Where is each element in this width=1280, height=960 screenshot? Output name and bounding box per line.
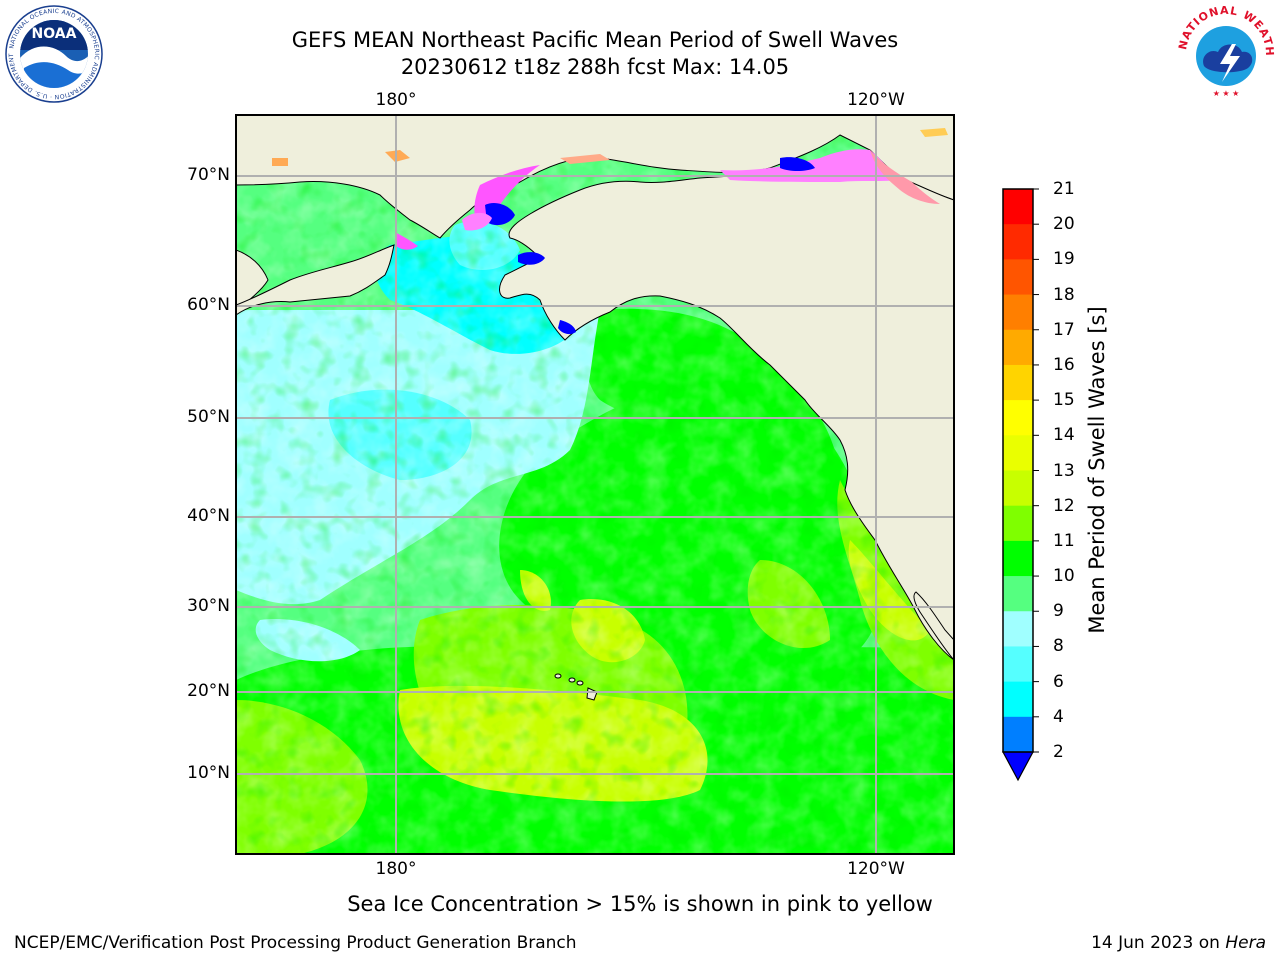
- colorbar-tick-label: 20: [1053, 214, 1075, 235]
- colorbar-band: [1003, 540, 1033, 577]
- map-frame: [235, 114, 955, 855]
- colorbar-tick-label: 9: [1053, 601, 1064, 622]
- colorbar-tick-label: 8: [1053, 636, 1064, 657]
- colorbar-band: [1003, 435, 1033, 471]
- colorbar-band: [1003, 329, 1033, 366]
- lon-label-bottom-120w: 120°W: [847, 859, 905, 879]
- colorbar-under-triangle: [1001, 751, 1035, 782]
- colorbar-tick-label: 2: [1053, 742, 1064, 762]
- date-text: 14 Jun 2023 on: [1091, 933, 1220, 953]
- date-stamp: 14 Jun 2023 on Hera: [1091, 932, 1266, 954]
- colorbar-label: Mean Period of Swell Waves [s]: [1085, 306, 1109, 634]
- colorbar-tick-label: 14: [1053, 425, 1075, 446]
- colorbar: [1001, 188, 1039, 782]
- colorbar-tick-label: 21: [1053, 179, 1075, 199]
- colorbar-tick-label: 6: [1053, 671, 1064, 692]
- colorbar-band: [1003, 259, 1033, 296]
- colorbar-band: [1003, 505, 1033, 542]
- map-field: [236, 115, 954, 854]
- colorbar-tick-label: 4: [1053, 706, 1064, 727]
- colorbar-tick-label: 18: [1053, 284, 1075, 305]
- land-baja: [913, 591, 954, 661]
- host-text: Hera: [1225, 933, 1266, 953]
- lat-label-60n: 60°N: [187, 295, 230, 315]
- colorbar-band: [1003, 224, 1033, 260]
- credit-text: NCEP/EMC/Verification Post Processing Pr…: [14, 933, 577, 953]
- lat-label-10n: 10°N: [187, 763, 230, 783]
- lat-label-40n: 40°N: [187, 506, 230, 526]
- lon-label-bottom-180: 180°: [375, 859, 417, 879]
- colorbar-band: [1003, 470, 1033, 507]
- lat-label-30n: 30°N: [187, 596, 230, 616]
- lon-label-top-180: 180°: [375, 90, 417, 110]
- sea-ice-overlay: [272, 128, 948, 335]
- lat-label-20n: 20°N: [187, 681, 230, 701]
- sea-ice-caption: Sea Ice Concentration > 15% is shown in …: [347, 892, 933, 916]
- chart-subtitle: 20230612 t18z 288h fcst Max: 14.05: [400, 55, 790, 79]
- lat-label-50n: 50°N: [187, 407, 230, 427]
- colorbar-band: [1003, 189, 1033, 225]
- colorbar-tick-label: 12: [1053, 495, 1075, 516]
- map-gridlines: [236, 115, 954, 854]
- svg-text:★ ★ ★: ★ ★ ★: [1213, 89, 1240, 98]
- colorbar-band: [1003, 400, 1033, 436]
- lon-label-top-120w: 120°W: [847, 90, 905, 110]
- chart-title: GEFS MEAN Northeast Pacific Mean Period …: [291, 28, 899, 52]
- colorbar-tick-label: 19: [1053, 249, 1075, 270]
- colorbar-band: [1003, 611, 1033, 647]
- land-north-america: [499, 166, 954, 661]
- colorbar-band: [1003, 294, 1033, 331]
- noaa-logo-icon: NATIONAL OCEANIC AND ATMOSPHERIC ADMINIS…: [4, 4, 103, 103]
- colorbar-tick-label: 17: [1053, 319, 1075, 340]
- colorbar-band: [1003, 646, 1033, 683]
- nws-logo-icon: NATIONAL WEATHER SERVICE ★ ★ ★: [1176, 4, 1275, 102]
- colorbar-band: [1003, 364, 1033, 401]
- colorbar-band: [1003, 576, 1033, 612]
- colorbar-band: [1003, 716, 1033, 753]
- colorbar-tick-label: 13: [1053, 460, 1075, 481]
- colorbar-tick-label: 15: [1053, 390, 1075, 411]
- colorbar-tick-label: 11: [1053, 530, 1075, 551]
- colorbar-tick-label: 10: [1053, 566, 1075, 587]
- colorbar-band: [1003, 681, 1033, 718]
- lat-label-70n: 70°N: [187, 165, 230, 185]
- colorbar-tick-label: 16: [1053, 354, 1075, 375]
- land-chukotka: [236, 244, 395, 316]
- noaa-logo-text: NOAA: [32, 26, 77, 42]
